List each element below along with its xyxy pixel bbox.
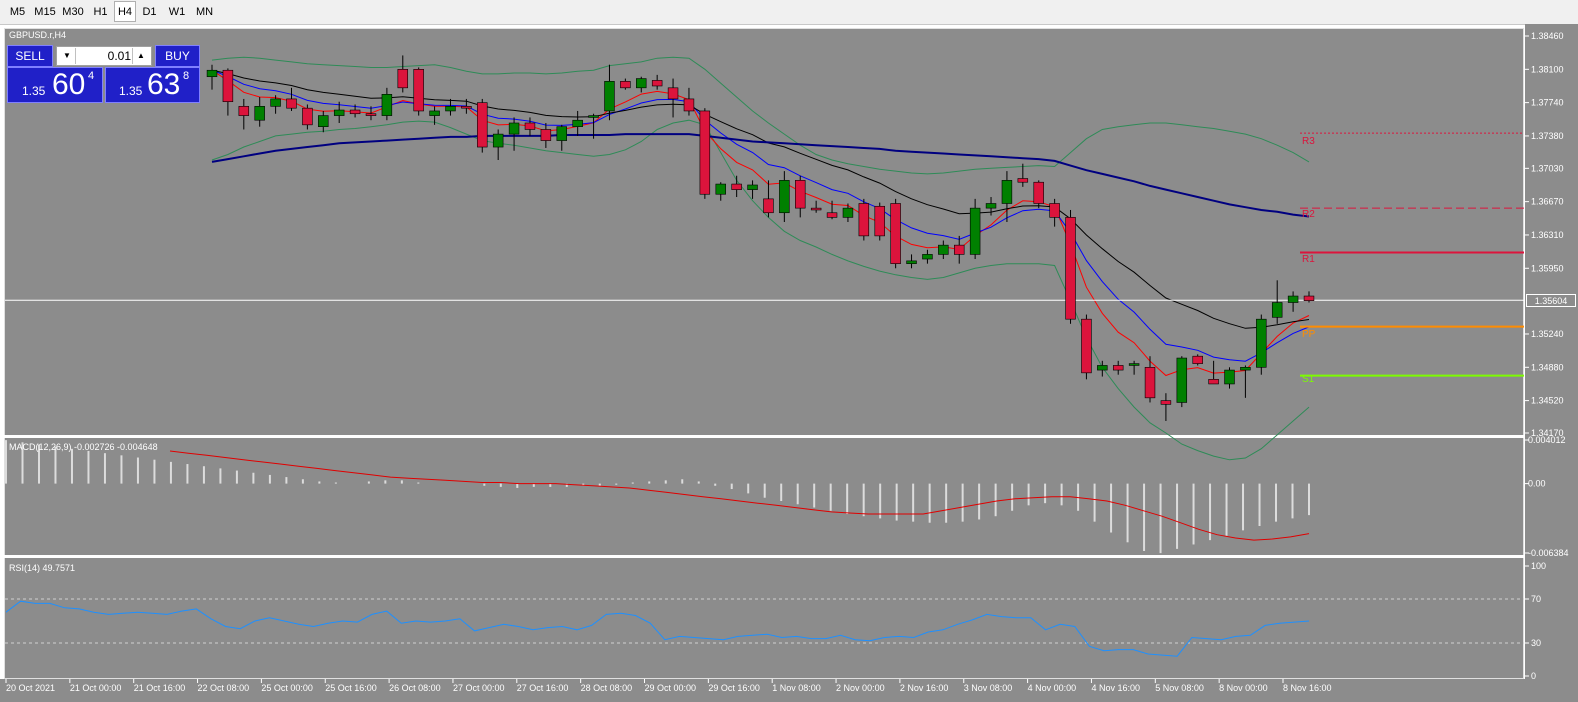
lot-input[interactable]: 0.01 (107, 49, 131, 63)
timeframe-h4-button[interactable]: H4 (114, 1, 136, 22)
price-axis (1525, 24, 1578, 679)
sell-price-big: 60 (52, 68, 86, 101)
buy-button[interactable]: BUY (155, 45, 200, 67)
pivot-r1-label: R1 (1302, 254, 1315, 265)
pivot-r2-label: R2 (1302, 209, 1315, 220)
buy-price-prefix: 1.35 (119, 84, 143, 98)
symbol-label: GBPUSD.r,H4 (9, 30, 67, 40)
sell-price-sup: 4 (88, 70, 95, 82)
lot-decrease-button[interactable]: ▼ (59, 48, 76, 64)
sell-button[interactable]: SELL (7, 45, 53, 67)
timeframe-m5-button[interactable]: M5 (9, 6, 26, 18)
timeframe-h1-button[interactable]: H1 (93, 6, 108, 18)
timeframe-mn-button[interactable]: MN (195, 6, 214, 18)
buy-price-button[interactable]: 1.35 63 8 (105, 67, 200, 103)
rsi-label: RSI(14) 49.7571 (9, 563, 76, 573)
pivot-pp-label: PP (1302, 329, 1316, 340)
pivot-r3-label: R3 (1302, 136, 1315, 147)
panel-separator (4, 435, 1524, 438)
macd-label: MACD(12,26,9) -0.002726 -0.004648 (9, 442, 158, 452)
panel-separator (4, 555, 1524, 558)
timeframe-d1-button[interactable]: D1 (142, 6, 157, 18)
time-axis (0, 679, 1578, 702)
sell-price-button[interactable]: 1.35 60 4 (7, 67, 103, 103)
lot-stepper: ▼ 0.01 ▲ (56, 46, 152, 66)
timeframe-w1-button[interactable]: W1 (168, 6, 186, 18)
timeframe-m15-button[interactable]: M15 (34, 6, 56, 18)
timeframe-m30-button[interactable]: M30 (62, 6, 84, 18)
lot-increase-button[interactable]: ▲ (132, 48, 149, 64)
pivot-s1-label: S1 (1302, 374, 1315, 385)
buy-price-sup: 8 (183, 70, 190, 82)
current-price-label: 1.35604 (1526, 294, 1576, 307)
one-click-trading-panel: SELL ▼ 0.01 ▲ BUY 1.35 60 4 1.35 63 8 (7, 45, 200, 103)
chart-area[interactable] (4, 28, 1524, 679)
buy-price-big: 63 (147, 68, 181, 101)
sell-price-prefix: 1.35 (22, 84, 46, 98)
timeframe-toolbar: M5 M15 M30 H1 H4 D1 W1 MN (0, 0, 1578, 25)
